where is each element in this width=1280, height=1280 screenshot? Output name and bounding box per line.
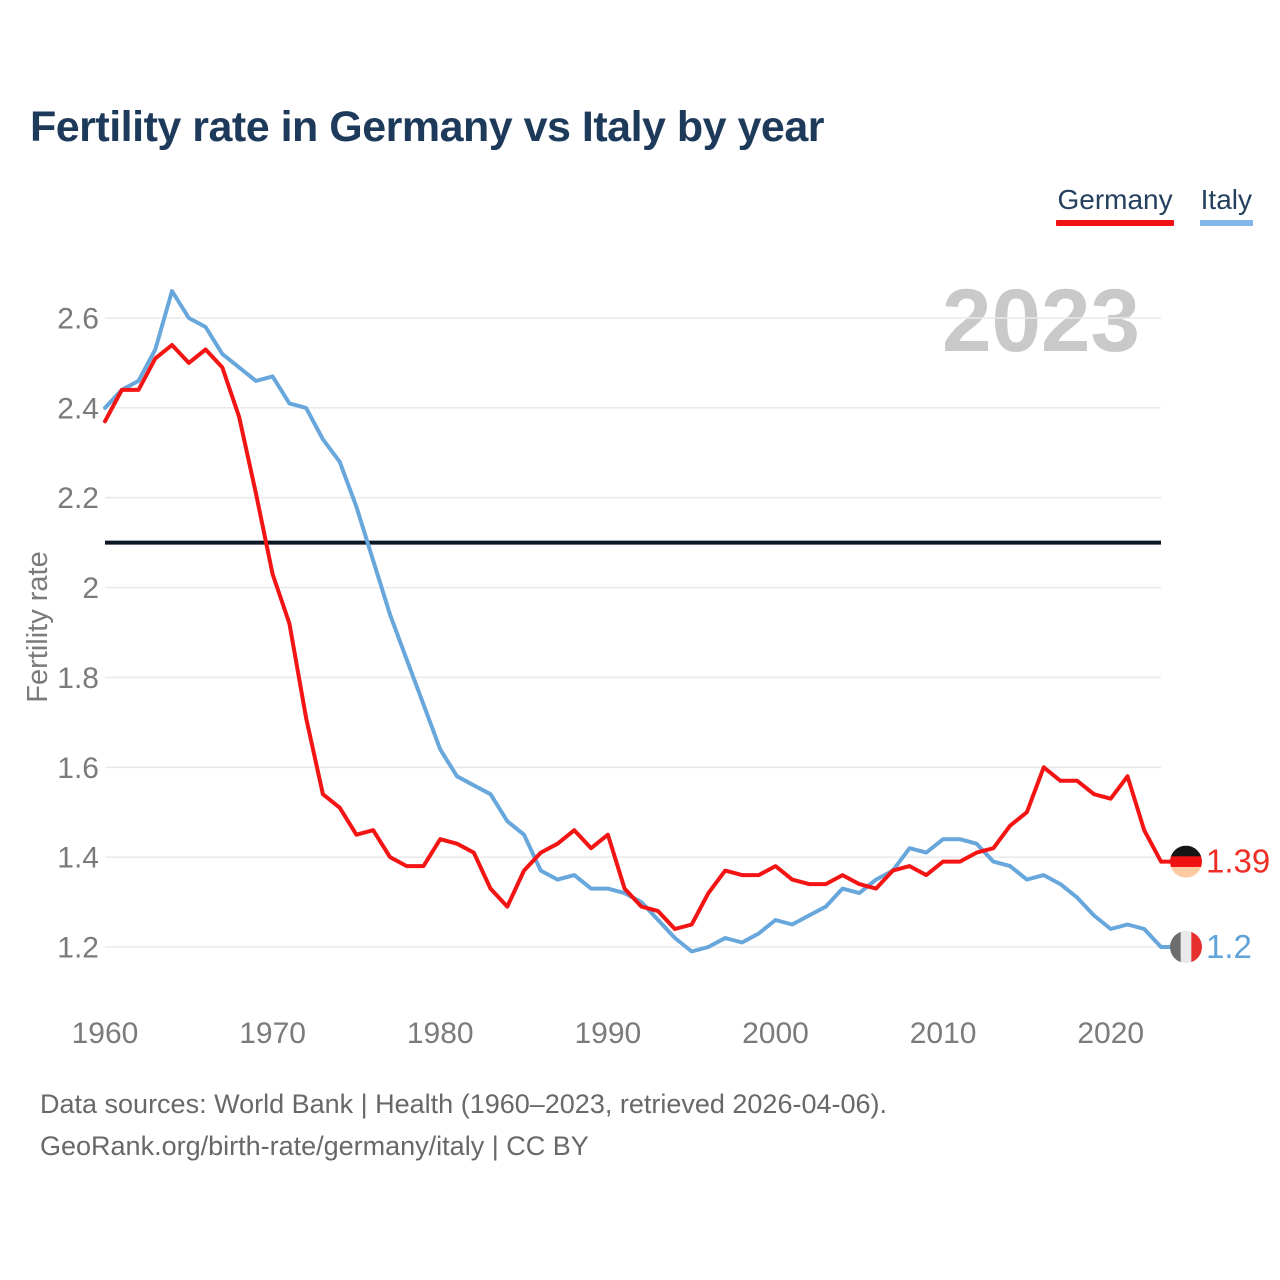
- italy-flag-icon: [1170, 931, 1202, 963]
- footer-sources: Data sources: World Bank | Health (1960–…: [40, 1089, 887, 1119]
- x-tick-label: 2000: [742, 1017, 809, 1050]
- legend-label-italy: Italy: [1200, 184, 1252, 215]
- footer-attribution: GeoRank.org/birth-rate/germany/italy | C…: [40, 1131, 589, 1161]
- y-tick-label: 2: [82, 572, 99, 605]
- x-tick-label: 1970: [239, 1017, 306, 1050]
- y-tick-label: 1.6: [57, 752, 99, 785]
- y-tick-label: 2.6: [57, 303, 99, 336]
- x-tick-label: 1980: [407, 1017, 474, 1050]
- page-title: Fertility rate in Germany vs Italy by ye…: [30, 103, 824, 151]
- x-tick-label: 2010: [910, 1017, 977, 1050]
- legend-underline-italy: [1199, 220, 1253, 226]
- x-tick-label: 1990: [574, 1017, 641, 1050]
- x-tick-label: 2020: [1077, 1017, 1144, 1050]
- watermark-year: 2023: [942, 270, 1140, 370]
- y-axis-title: Fertility rate: [22, 551, 54, 702]
- y-tick-label: 1.8: [57, 662, 99, 695]
- italy-line: [103, 289, 1163, 954]
- y-tick-label: 2.4: [57, 392, 99, 425]
- y-tick-label: 1.4: [57, 842, 99, 875]
- legend-item-germany[interactable]: Germany: [1056, 184, 1174, 226]
- x-tick-label: 1960: [72, 1017, 139, 1050]
- legend-item-italy[interactable]: Italy: [1199, 184, 1253, 226]
- y-tick-label: 1.2: [57, 932, 99, 965]
- germany-end-value: 1.39: [1206, 843, 1270, 880]
- germany-flag-icon: [1170, 845, 1202, 878]
- legend: Germany Italy: [1056, 184, 1253, 226]
- italy-end-value: 1.2: [1206, 928, 1252, 965]
- footer: Data sources: World Bank | Health (1960–…: [40, 1083, 887, 1167]
- legend-underline-germany: [1056, 220, 1174, 226]
- y-tick-label: 2.2: [57, 482, 99, 515]
- germany-line: [103, 343, 1163, 931]
- legend-label-germany: Germany: [1057, 184, 1173, 215]
